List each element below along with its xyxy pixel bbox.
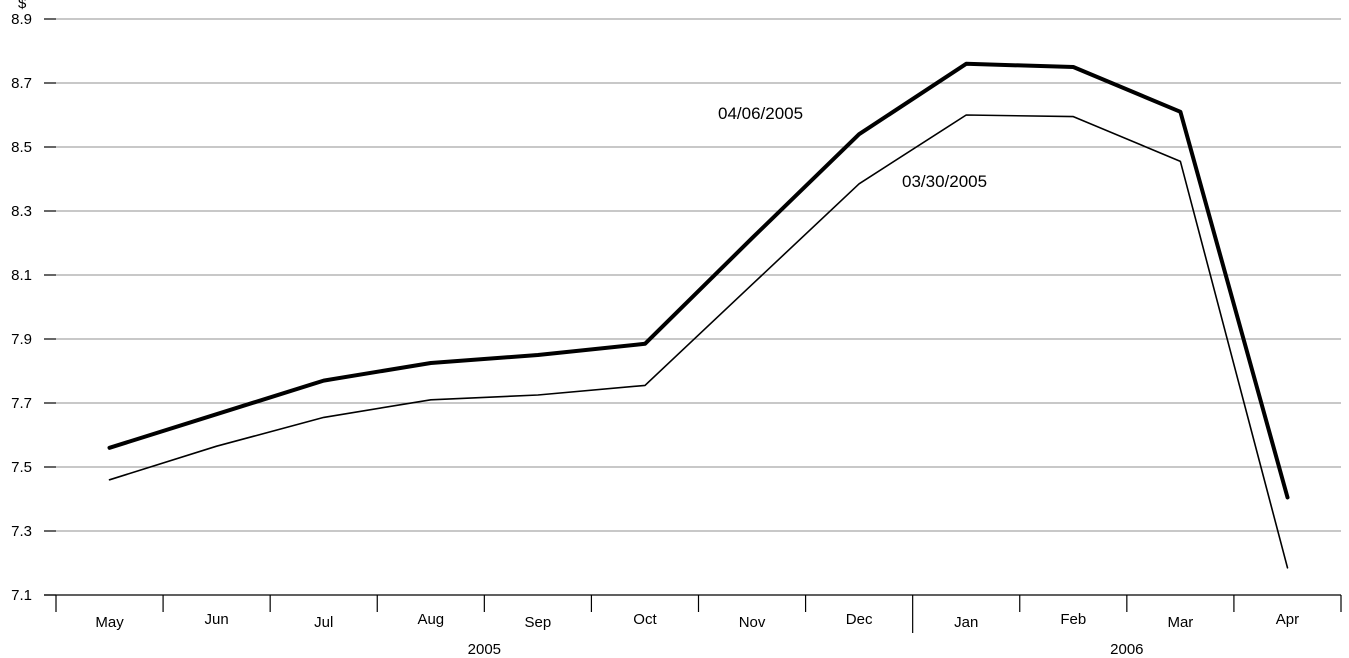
x-tick-label: Sep bbox=[525, 614, 552, 631]
y-unit-label: $ bbox=[18, 0, 27, 12]
x-tick-label: Jul bbox=[314, 614, 333, 631]
y-tick-label: 7.5 bbox=[11, 459, 32, 476]
label-layer: $7.1 7.3 7.5 7.7 7.9 8.1 8.3 8.5 8.7 8.9 May Jun Jul… bbox=[11, 0, 1299, 658]
x-tick-label: Oct bbox=[633, 611, 657, 628]
series-line-1 bbox=[107, 61, 1290, 500]
x-tick-label: Feb bbox=[1060, 611, 1086, 628]
y-tick-label: 7.7 bbox=[11, 395, 32, 412]
x-tick-label: Jan bbox=[954, 614, 978, 631]
grid-layer bbox=[56, 18, 1341, 532]
y-tick-label: 7.9 bbox=[11, 331, 32, 348]
y-tick-label: 8.5 bbox=[11, 139, 32, 156]
x-tick-label: Jun bbox=[205, 611, 229, 628]
y-tick-label: 8.1 bbox=[11, 267, 32, 284]
x-tick-label: Nov bbox=[739, 614, 766, 631]
year-label: 2006 bbox=[1110, 641, 1143, 658]
series-label-04-06-2005: 04/06/2005 bbox=[718, 104, 803, 123]
y-tick-label: 7.3 bbox=[11, 523, 32, 540]
series-label-03-30-2005: 03/30/2005 bbox=[902, 172, 987, 191]
x-tick-label: Apr bbox=[1276, 611, 1299, 628]
x-tick-label: May bbox=[95, 614, 124, 631]
x-tick-label: Dec bbox=[846, 611, 873, 628]
series-layer bbox=[107, 61, 1290, 569]
y-tick-label: 8.7 bbox=[11, 75, 32, 92]
x-tick-label: Aug bbox=[417, 611, 444, 628]
y-tick-label: 7.1 bbox=[11, 587, 32, 604]
series-line-2 bbox=[108, 114, 1289, 569]
y-tick-label: 8.9 bbox=[11, 11, 32, 28]
y-tick-label: 8.3 bbox=[11, 203, 32, 220]
x-tick-label: Mar bbox=[1167, 614, 1193, 631]
year-label: 2005 bbox=[468, 641, 501, 658]
axis-layer bbox=[44, 18, 1342, 633]
